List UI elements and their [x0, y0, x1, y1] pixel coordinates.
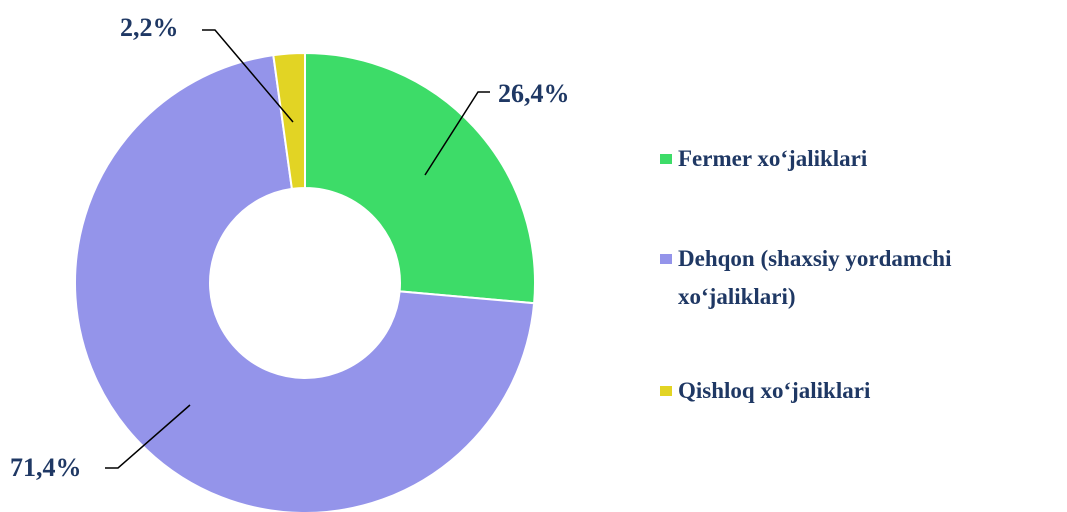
data-label: 26,4% [498, 79, 570, 108]
donut-slice [304, 51, 536, 305]
legend-swatch [660, 154, 672, 164]
legend-swatch [660, 254, 672, 264]
legend-item: Qishloq xo‘jaliklari [660, 372, 978, 410]
legend-item: Dehqon (shaxsiy yordamchi xo‘jaliklari) [660, 240, 978, 316]
data-label: 2,2% [120, 13, 179, 42]
leader-line [424, 91, 490, 176]
legend-swatch [660, 386, 672, 396]
leader-line [202, 29, 294, 123]
legend-item: Fermer xo‘jaliklari [660, 140, 978, 178]
legend: Fermer xo‘jaliklari Dehqon (shaxsiy yorda… [660, 0, 1060, 512]
donut-slice [272, 51, 306, 191]
legend-label: Qishloq xo‘jaliklari [678, 378, 871, 403]
leader-line [105, 404, 191, 469]
legend-label: Fermer xo‘jaliklari [678, 146, 868, 171]
donut-slice [74, 54, 536, 512]
data-label: 71,4% [10, 453, 82, 482]
legend-label: Dehqon (shaxsiy yordamchi xo‘jaliklari) [678, 246, 952, 309]
